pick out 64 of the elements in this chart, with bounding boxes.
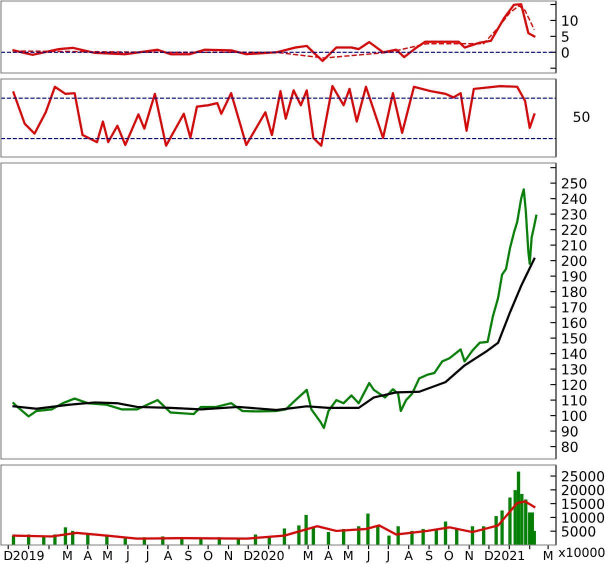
y-tick-label: 10 [562, 15, 578, 26]
y-tick-label: 15000 [562, 498, 604, 510]
text: x10000 [558, 548, 605, 558]
bar [86, 534, 90, 545]
x-tick-label: O [444, 550, 454, 560]
bar [434, 529, 438, 545]
x-tick-label: J [145, 550, 148, 563]
y-tick-label: 240 [562, 194, 586, 204]
x-tick-label: S [185, 550, 192, 560]
x-tick-label: A [84, 550, 92, 560]
y-tick-label: 25000 [562, 471, 604, 482]
y-tick-label: 150 [562, 333, 586, 344]
y-tick-label: 80 [562, 442, 578, 452]
x-tick-label: D [485, 550, 493, 560]
y-tick-label: 100 [562, 410, 586, 422]
x-tick-label: D [244, 550, 252, 560]
y-tick-label: 160 [562, 318, 586, 328]
x-tick-label: J [386, 550, 389, 563]
bar [312, 527, 315, 545]
y-tick-label: 130 [562, 364, 586, 375]
x-tick-label: M [63, 550, 72, 560]
y-tick-label: 230 [562, 209, 586, 220]
x-tick-label: A [404, 550, 413, 560]
line-series [12, 500, 536, 540]
x-tick-label: A [164, 550, 172, 560]
x-tick-label: J [366, 550, 370, 563]
line-series [12, 258, 536, 412]
y-tick-label: 10000 [562, 512, 604, 523]
y-tick-label: 110 [562, 395, 586, 406]
x-tick-label: D [4, 550, 12, 560]
y-tick-label: 5 [562, 32, 568, 42]
x-tick-label: S [426, 550, 432, 560]
y-tick-label: 190 [562, 271, 586, 282]
x-tick-label: M [544, 550, 552, 560]
y-tick-label: 0 [562, 47, 569, 58]
x-tick-label: M [103, 550, 112, 560]
x-tick-label: N [466, 550, 473, 560]
y-tick-label: 120 [562, 380, 586, 390]
x-tick-label: M [304, 550, 312, 560]
y-tick-label: 5000 [562, 526, 596, 537]
x-tick-label: M [344, 550, 352, 560]
x-tick-label: 2020 [254, 550, 284, 560]
y-tick-label: 210 [562, 240, 586, 251]
y-tick-label: 140 [562, 348, 586, 360]
bar [494, 516, 498, 545]
y-tick-label: 170 [562, 302, 586, 313]
bar [376, 525, 380, 545]
x-tick-label: 2019 [14, 550, 44, 560]
x-tick-label: 2021 [494, 550, 524, 560]
bar [304, 514, 308, 545]
x-tick-label: O [204, 550, 212, 560]
bar [455, 529, 458, 545]
y-tick-label: 180 [562, 286, 586, 298]
y-tick-label: 90 [562, 426, 578, 437]
line-series [12, 188, 538, 430]
y-tick-label: 200 [562, 256, 586, 266]
y-tick-label: 220 [562, 224, 586, 236]
y-tick-label: 250 [562, 178, 586, 189]
x-tick-label: A [324, 550, 333, 560]
text: 50 [574, 112, 590, 122]
bar [105, 536, 109, 545]
y-tick-label: 20000 [562, 484, 604, 496]
x-tick-label: N [225, 550, 232, 560]
x-tick-label: J [125, 550, 129, 563]
